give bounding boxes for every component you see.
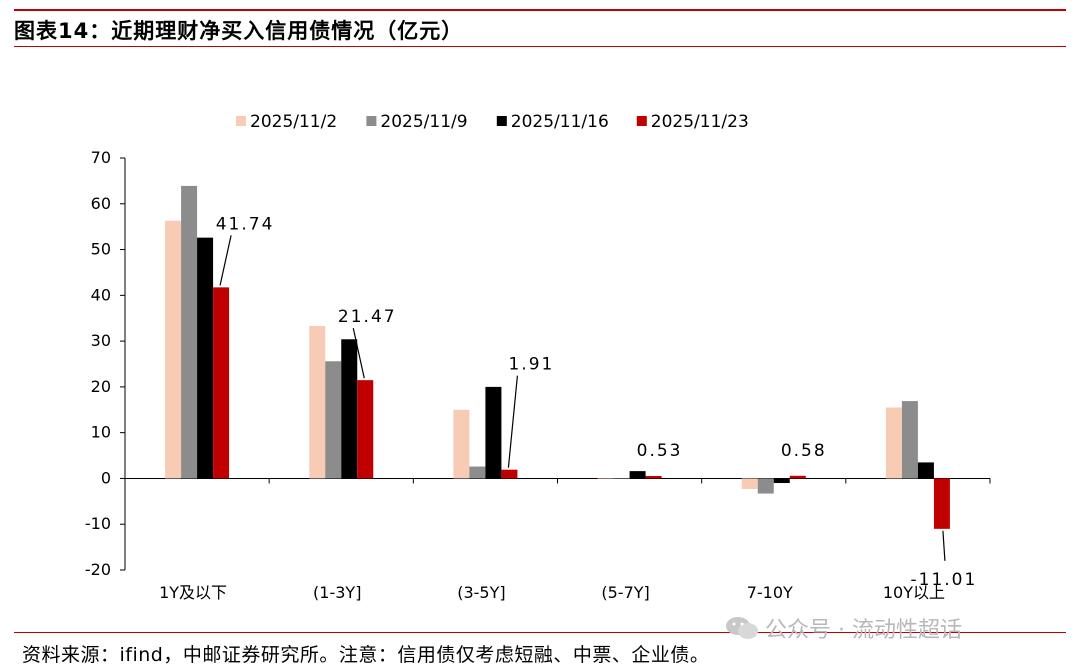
y-tick-label: 20 — [91, 377, 111, 396]
y-tick-label: 0 — [101, 468, 111, 487]
bar — [485, 386, 502, 479]
legend-swatch — [496, 116, 507, 126]
x-tick-label: (1-3Y] — [313, 583, 361, 602]
data-label: 41.74 — [216, 214, 275, 234]
watermark-text: 公众号 · 流动性超话 — [765, 618, 962, 643]
bar — [501, 469, 518, 479]
legend-label: 2025/11/16 — [511, 112, 609, 132]
bar — [789, 475, 806, 479]
x-tick-label: 1Y及以下 — [159, 583, 227, 602]
bar — [917, 462, 934, 479]
legend-label: 2025/11/2 — [250, 112, 337, 132]
bar — [629, 471, 646, 479]
data-label-leader — [352, 328, 365, 379]
y-tick-label: 30 — [91, 331, 111, 350]
bar — [469, 466, 486, 479]
data-label-leader — [507, 375, 519, 468]
y-tick-label: 10 — [91, 423, 111, 442]
bar — [325, 361, 342, 479]
bar — [341, 339, 358, 479]
legend-label: 2025/11/23 — [651, 112, 749, 132]
x-tick-label: 10Y以上 — [883, 583, 945, 602]
bar — [597, 478, 614, 480]
bar — [181, 185, 198, 479]
bar — [197, 237, 214, 479]
bar — [741, 478, 758, 489]
bar — [901, 401, 918, 479]
legend-label: 2025/11/9 — [380, 112, 467, 132]
top-rule — [14, 9, 1066, 11]
legend-swatch — [236, 116, 246, 126]
y-tick-label: 70 — [91, 148, 111, 167]
data-label: 0.58 — [781, 441, 827, 461]
data-label: 0.53 — [637, 441, 683, 461]
x-tick-label: (5-7Y] — [601, 583, 649, 602]
bar — [645, 476, 662, 479]
bar — [453, 409, 470, 479]
data-label-leader — [219, 235, 232, 286]
watermark: 公众号 · 流动性超话 — [725, 612, 962, 644]
bar — [309, 326, 326, 479]
bar — [213, 287, 230, 479]
bar — [613, 477, 630, 479]
wechat-icon — [726, 617, 758, 639]
bar — [773, 478, 790, 484]
x-tick-label: (3-5Y] — [457, 583, 505, 602]
y-tick-label: 50 — [91, 240, 111, 259]
data-label-leader — [942, 530, 946, 561]
y-tick-label: -20 — [85, 560, 111, 579]
bar — [885, 407, 902, 479]
bar — [357, 380, 374, 479]
data-label: -11.01 — [911, 570, 978, 590]
data-label: 21.47 — [338, 307, 397, 327]
bar — [757, 478, 774, 494]
legend-swatch — [636, 116, 647, 126]
x-tick-label: 7-10Y — [747, 583, 793, 602]
figure-title: 图表14：近期理财净买入信用债情况（亿元） — [14, 19, 464, 43]
legend-swatch — [366, 116, 377, 126]
bar — [165, 220, 182, 479]
bottom-rule — [14, 632, 1066, 633]
source-note: 资料来源：ifind，中邮证券研究所。注意：信用债仅考虑短融、中票、企业债。 — [22, 644, 710, 666]
y-tick-label: 60 — [91, 194, 111, 213]
y-tick-label: 40 — [91, 285, 111, 304]
data-label: 1.91 — [508, 355, 554, 375]
y-tick-label: -10 — [85, 514, 111, 533]
title-rule — [14, 46, 1066, 47]
bar — [933, 478, 950, 529]
